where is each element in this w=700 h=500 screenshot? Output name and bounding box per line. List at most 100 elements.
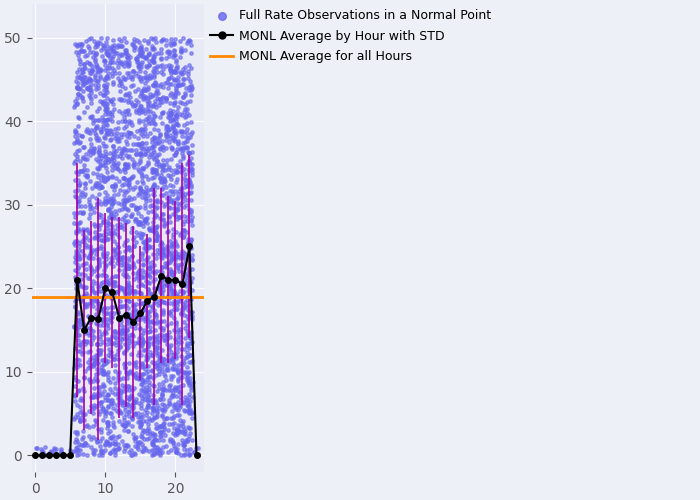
Full Rate Observations in a Normal Point: [147, 381, 158, 389]
Full Rate Observations in a Normal Point: [92, 340, 103, 348]
Full Rate Observations in a Normal Point: [127, 146, 138, 154]
Full Rate Observations in a Normal Point: [178, 193, 189, 201]
Full Rate Observations in a Normal Point: [121, 122, 132, 130]
Full Rate Observations in a Normal Point: [172, 406, 183, 414]
Full Rate Observations in a Normal Point: [102, 206, 113, 214]
Full Rate Observations in a Normal Point: [83, 329, 94, 337]
Full Rate Observations in a Normal Point: [97, 100, 108, 108]
Full Rate Observations in a Normal Point: [120, 176, 132, 184]
Full Rate Observations in a Normal Point: [157, 420, 168, 428]
Full Rate Observations in a Normal Point: [90, 446, 101, 454]
Full Rate Observations in a Normal Point: [75, 340, 86, 347]
Full Rate Observations in a Normal Point: [143, 100, 154, 108]
Full Rate Observations in a Normal Point: [130, 106, 141, 114]
Full Rate Observations in a Normal Point: [130, 409, 141, 417]
Full Rate Observations in a Normal Point: [102, 130, 113, 138]
Full Rate Observations in a Normal Point: [130, 398, 141, 406]
Full Rate Observations in a Normal Point: [71, 443, 83, 451]
Full Rate Observations in a Normal Point: [134, 68, 146, 76]
Full Rate Observations in a Normal Point: [173, 384, 184, 392]
Full Rate Observations in a Normal Point: [136, 130, 147, 138]
Full Rate Observations in a Normal Point: [90, 76, 101, 84]
Full Rate Observations in a Normal Point: [116, 82, 127, 90]
Full Rate Observations in a Normal Point: [132, 268, 144, 276]
Full Rate Observations in a Normal Point: [172, 145, 183, 153]
Full Rate Observations in a Normal Point: [169, 300, 181, 308]
Full Rate Observations in a Normal Point: [143, 85, 154, 93]
Full Rate Observations in a Normal Point: [108, 445, 120, 453]
Full Rate Observations in a Normal Point: [147, 165, 158, 173]
Full Rate Observations in a Normal Point: [181, 228, 193, 235]
Full Rate Observations in a Normal Point: [146, 404, 158, 412]
Full Rate Observations in a Normal Point: [132, 272, 143, 280]
Full Rate Observations in a Normal Point: [168, 67, 179, 75]
Full Rate Observations in a Normal Point: [102, 396, 113, 404]
Full Rate Observations in a Normal Point: [136, 108, 147, 116]
Full Rate Observations in a Normal Point: [172, 161, 183, 169]
Full Rate Observations in a Normal Point: [155, 448, 166, 456]
Full Rate Observations in a Normal Point: [127, 370, 138, 378]
Full Rate Observations in a Normal Point: [111, 260, 122, 268]
Full Rate Observations in a Normal Point: [113, 440, 124, 448]
Full Rate Observations in a Normal Point: [150, 332, 162, 340]
Full Rate Observations in a Normal Point: [150, 436, 161, 444]
Full Rate Observations in a Normal Point: [140, 356, 151, 364]
Full Rate Observations in a Normal Point: [147, 110, 158, 118]
Full Rate Observations in a Normal Point: [179, 203, 190, 211]
Full Rate Observations in a Normal Point: [69, 40, 80, 48]
Full Rate Observations in a Normal Point: [83, 432, 94, 440]
Full Rate Observations in a Normal Point: [119, 426, 130, 434]
Full Rate Observations in a Normal Point: [102, 402, 113, 410]
Full Rate Observations in a Normal Point: [118, 412, 130, 420]
Full Rate Observations in a Normal Point: [87, 433, 98, 441]
Full Rate Observations in a Normal Point: [92, 199, 103, 207]
Full Rate Observations in a Normal Point: [90, 181, 101, 189]
Full Rate Observations in a Normal Point: [74, 270, 85, 278]
Full Rate Observations in a Normal Point: [94, 213, 105, 221]
Full Rate Observations in a Normal Point: [116, 388, 127, 396]
Full Rate Observations in a Normal Point: [172, 428, 183, 436]
Full Rate Observations in a Normal Point: [150, 312, 161, 320]
Full Rate Observations in a Normal Point: [132, 72, 144, 80]
Full Rate Observations in a Normal Point: [120, 84, 131, 92]
Full Rate Observations in a Normal Point: [153, 331, 164, 339]
Full Rate Observations in a Normal Point: [139, 204, 150, 212]
Full Rate Observations in a Normal Point: [160, 432, 171, 440]
Full Rate Observations in a Normal Point: [173, 80, 184, 88]
Full Rate Observations in a Normal Point: [121, 314, 132, 322]
Full Rate Observations in a Normal Point: [100, 437, 111, 445]
Full Rate Observations in a Normal Point: [148, 134, 160, 142]
Full Rate Observations in a Normal Point: [140, 365, 151, 373]
Full Rate Observations in a Normal Point: [137, 106, 148, 114]
Full Rate Observations in a Normal Point: [167, 372, 178, 380]
Full Rate Observations in a Normal Point: [157, 34, 168, 42]
Full Rate Observations in a Normal Point: [149, 79, 160, 87]
Full Rate Observations in a Normal Point: [146, 168, 158, 176]
Full Rate Observations in a Normal Point: [109, 134, 120, 141]
Full Rate Observations in a Normal Point: [182, 364, 193, 372]
Full Rate Observations in a Normal Point: [148, 186, 160, 194]
MONL Average by Hour with STD: [129, 318, 137, 324]
Full Rate Observations in a Normal Point: [147, 340, 158, 348]
Full Rate Observations in a Normal Point: [182, 189, 193, 197]
Full Rate Observations in a Normal Point: [144, 242, 155, 250]
Full Rate Observations in a Normal Point: [91, 63, 102, 71]
Full Rate Observations in a Normal Point: [113, 282, 124, 290]
Full Rate Observations in a Normal Point: [164, 117, 176, 125]
Full Rate Observations in a Normal Point: [147, 174, 158, 182]
Full Rate Observations in a Normal Point: [122, 319, 134, 327]
Full Rate Observations in a Normal Point: [105, 208, 116, 216]
Full Rate Observations in a Normal Point: [81, 58, 92, 66]
Full Rate Observations in a Normal Point: [108, 104, 120, 112]
Full Rate Observations in a Normal Point: [119, 288, 130, 296]
Full Rate Observations in a Normal Point: [148, 397, 159, 405]
Full Rate Observations in a Normal Point: [144, 290, 155, 298]
Full Rate Observations in a Normal Point: [133, 168, 144, 175]
Full Rate Observations in a Normal Point: [185, 196, 196, 203]
Full Rate Observations in a Normal Point: [142, 208, 153, 216]
Full Rate Observations in a Normal Point: [71, 229, 82, 237]
Full Rate Observations in a Normal Point: [169, 365, 180, 373]
Full Rate Observations in a Normal Point: [182, 370, 193, 378]
Full Rate Observations in a Normal Point: [136, 380, 147, 388]
Full Rate Observations in a Normal Point: [86, 284, 97, 292]
